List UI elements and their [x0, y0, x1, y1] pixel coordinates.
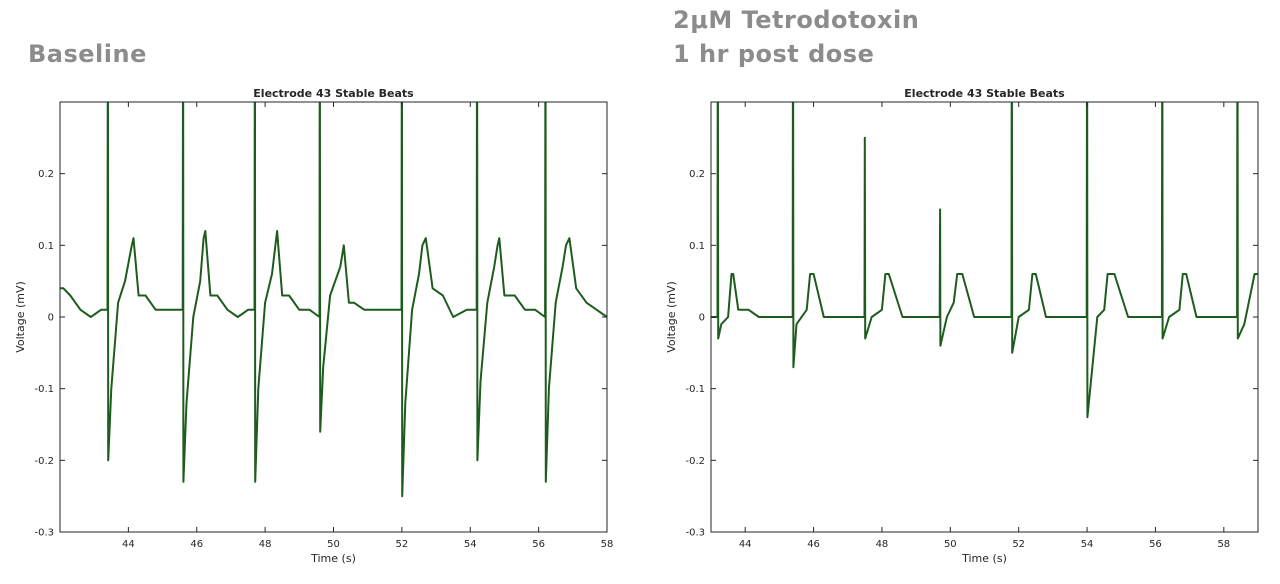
chart-0-title: Electrode 43 Stable Beats — [253, 87, 414, 100]
baseline-heading: Baseline — [28, 40, 147, 68]
chart-0-y-tick-label--0.2: -0.2 — [34, 456, 54, 467]
chart-1-y-tick-label--0.1: -0.1 — [685, 384, 705, 395]
chart-0-y-tick-label-0.1: 0.1 — [38, 241, 54, 252]
chart-1-x-tick-label-50: 50 — [944, 539, 957, 550]
chart-0-x-tick-label-54: 54 — [464, 539, 477, 550]
chart-0-y-axis-label: Voltage (mV) — [14, 281, 27, 353]
chart-0-x-tick-label-46: 46 — [190, 539, 203, 550]
chart-1-y-tick-label--0.3: -0.3 — [685, 528, 705, 539]
chart-0-y-tick-label-0.2: 0.2 — [38, 169, 54, 180]
time-post-dose-heading: 1 hr post dose — [673, 40, 875, 68]
chart-0-y-tick-label--0.3: -0.3 — [34, 528, 54, 539]
chart-1-x-tick-label-44: 44 — [739, 539, 752, 550]
chart-1-y-tick-label-0.2: 0.2 — [689, 169, 705, 180]
chart-0-x-axis-label: Time (s) — [310, 552, 356, 565]
chart-0-series-line-0 — [60, 102, 607, 498]
chart-1-x-tick-label-54: 54 — [1081, 539, 1094, 550]
chart-1-x-tick-label-48: 48 — [876, 539, 889, 550]
chart-0-x-tick-label-50: 50 — [327, 539, 340, 550]
chart-1-series-line-0 — [711, 102, 1258, 419]
chart-0-y-tick-label--0.1: -0.1 — [34, 384, 54, 395]
chart-1-x-tick-label-58: 58 — [1217, 539, 1230, 550]
treatment-heading: 2μM Tetrodotoxin — [673, 6, 920, 34]
chart-0-x-tick-label-58: 58 — [601, 539, 614, 550]
chart-0-x-tick-label-48: 48 — [259, 539, 272, 550]
chart-0-y-tick-label-0: 0 — [48, 313, 54, 324]
baseline-chart: 44 46 48 50 52 54 56 58 -0.3 -0.2 -0.1 0 0.1 0.2 Elect… — [14, 87, 614, 565]
chart-1-title: Electrode 43 Stable Beats — [904, 87, 1065, 100]
chart-0-x-tick-label-52: 52 — [396, 539, 409, 550]
chart-1-x-axis-label: Time (s) — [961, 552, 1007, 565]
tetrodotoxin-chart: 44 46 48 50 52 54 56 58 -0.3 -0.2 -0.1 0 0.1 0.2 Elect… — [665, 87, 1259, 565]
chart-1-y-tick-label-0.1: 0.1 — [689, 241, 705, 252]
chart-0-x-tick-label-44: 44 — [122, 539, 135, 550]
chart-1-x-tick-label-46: 46 — [807, 539, 820, 550]
chart-1-x-tick-label-56: 56 — [1149, 539, 1162, 550]
chart-1-y-axis-label: Voltage (mV) — [665, 281, 678, 353]
chart-0-x-tick-label-56: 56 — [532, 539, 545, 550]
chart-1-x-tick-label-52: 52 — [1012, 539, 1025, 550]
chart-1-y-tick-label-0: 0 — [699, 313, 705, 324]
chart-1-y-tick-label--0.2: -0.2 — [685, 456, 705, 467]
chart-0-plot-frame — [59, 101, 608, 533]
